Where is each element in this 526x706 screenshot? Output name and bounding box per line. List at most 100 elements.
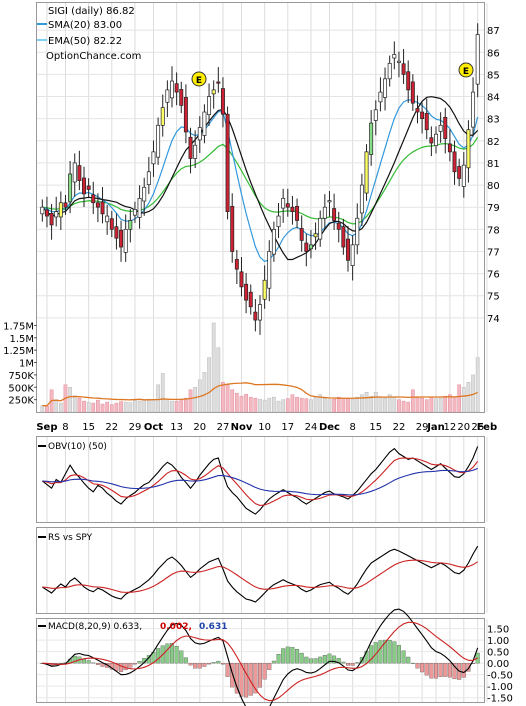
macd-hist-bar	[424, 663, 429, 676]
volume-bar	[128, 402, 133, 413]
volume-bar	[202, 372, 207, 413]
macd-hist-bar	[447, 663, 452, 678]
candle-body	[211, 89, 216, 95]
volume-bar	[96, 399, 100, 413]
volume-bar	[434, 398, 438, 413]
price-y-tick: 80	[487, 181, 500, 192]
volume-y-tick: 500K	[8, 383, 34, 394]
candle-body	[420, 111, 425, 120]
volume-bar	[72, 395, 77, 413]
candle-body	[193, 144, 198, 159]
candle-body	[244, 283, 249, 301]
macd-hist-bar	[271, 660, 276, 664]
volume-bar	[327, 399, 332, 413]
candle-body	[304, 242, 309, 252]
candle-body	[369, 122, 374, 155]
x-tick-label: 29	[129, 422, 142, 433]
volume-bar	[109, 404, 114, 413]
obv-legend-swatch	[38, 445, 46, 447]
volume-bar	[123, 401, 128, 413]
volume-y-tick: 1.75M	[3, 321, 34, 332]
volume-bar	[461, 387, 466, 413]
volume-bar	[184, 397, 188, 413]
candle-body	[350, 244, 355, 266]
candle-body	[44, 209, 49, 217]
ema-line	[42, 99, 479, 263]
indicator-lines	[40, 446, 480, 706]
macd-title: MACD(8,20,9) 0.633,	[48, 622, 142, 632]
volume-bar	[397, 399, 401, 413]
candle-body	[216, 81, 221, 84]
obv-line	[41, 446, 479, 515]
volume-bar	[114, 402, 119, 413]
volume-bar	[295, 396, 299, 413]
volume-bar	[146, 398, 151, 413]
candle-body	[128, 220, 133, 230]
volume-bar	[119, 401, 123, 413]
candle-body	[253, 311, 258, 321]
candle-body	[119, 229, 124, 248]
candle-body	[197, 127, 202, 141]
candle-body	[424, 113, 429, 131]
volume-y-tick: 1.25M	[3, 346, 34, 357]
candle-body	[82, 177, 86, 195]
candle-body	[396, 60, 401, 63]
macd-hist-bar	[234, 663, 239, 694]
price-legend: SIGI (daily) 86.82 SMA(20) 83.00 EMA(50)…	[37, 6, 141, 62]
macd-hist-bar	[81, 659, 87, 664]
candle-body	[457, 166, 462, 179]
candle-body	[220, 88, 225, 115]
macd-hist-bar	[415, 663, 420, 669]
volume-bar	[45, 405, 49, 413]
macd-hist-bar	[156, 648, 161, 664]
candle-body	[332, 208, 337, 221]
macd-hist-bar	[285, 646, 290, 664]
x-tick-label: 26	[471, 422, 484, 433]
macd-hist-bar	[378, 640, 383, 664]
price-y-tick: 75	[487, 292, 500, 303]
macd-hist-bar	[387, 640, 392, 664]
watermark: OptionChance.com	[46, 51, 141, 62]
volume-bar	[239, 395, 244, 413]
rs-legend-swatch	[38, 536, 46, 538]
x-tick-label: 10	[258, 422, 271, 433]
candle-body	[378, 91, 383, 103]
sma-legend-swatch	[37, 23, 47, 25]
macd-hist-bar	[345, 663, 351, 666]
rs-panel	[36, 527, 485, 614]
price-y-tick: 77	[487, 247, 500, 258]
macd-hist-bar	[220, 663, 225, 665]
x-tick-label: 29	[416, 422, 429, 433]
x-tick-label: Jan	[426, 422, 445, 433]
candle-body	[401, 63, 406, 75]
volume-bar	[318, 394, 323, 413]
candle-body	[438, 124, 443, 132]
price-y-tick: 83	[487, 115, 500, 126]
x-tick-label: 22	[105, 422, 118, 433]
candle-body	[471, 91, 476, 128]
candle-body	[160, 107, 165, 126]
candle-body	[49, 213, 54, 226]
x-tick-label: 12	[444, 422, 457, 433]
macd-hist-bar	[295, 649, 300, 664]
candle-body	[466, 129, 471, 169]
volume-bar	[207, 357, 211, 413]
volume-bar	[360, 394, 364, 413]
volume-bar	[160, 373, 165, 413]
volume-bar	[346, 398, 350, 413]
volume-bar	[68, 387, 72, 413]
macd-hist-bar	[91, 662, 96, 664]
volume-bar	[364, 391, 369, 413]
volume-bar	[216, 347, 221, 413]
price-y-tick: 76	[487, 270, 500, 281]
candle-body	[285, 203, 290, 208]
macd-y-tick: -1.00	[487, 682, 513, 693]
volume-bar	[285, 398, 290, 413]
macd-signal-line	[42, 621, 478, 702]
candle-body	[132, 209, 137, 216]
x-tick-label: 17	[281, 422, 294, 433]
volume-average-line	[42, 382, 478, 407]
candle-body	[95, 202, 100, 208]
volume-bar	[341, 397, 346, 413]
